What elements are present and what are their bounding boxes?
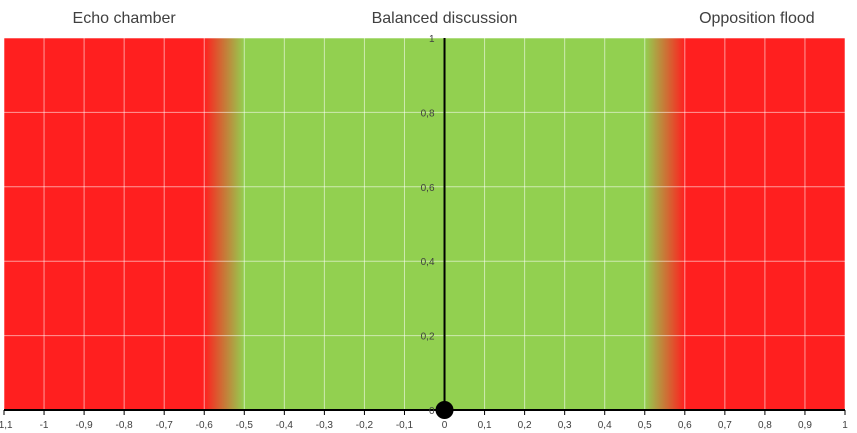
y-tick-label: 0,8 (421, 108, 435, 119)
x-tick-label: -1,1 (0, 420, 13, 431)
axes (3, 38, 846, 415)
plot-background (4, 38, 845, 410)
x-tick-label: 0,7 (718, 420, 732, 431)
region-labels: Echo chamber Balanced discussion Oppositio… (73, 10, 815, 27)
x-tick-label: -0,6 (196, 420, 214, 431)
y-tick-label: 0,4 (421, 257, 435, 268)
y-tick-label: 1 (429, 34, 435, 45)
x-tick-label: 0 (442, 420, 448, 431)
y-tick-label: 0 (429, 406, 435, 417)
x-tick-label: -0,7 (156, 420, 174, 431)
x-tick-label: 0,6 (678, 420, 692, 431)
x-tick-label: -0,1 (396, 420, 414, 431)
x-tick-label: 1 (842, 420, 848, 431)
x-tick-label: 0,4 (598, 420, 612, 431)
region-label: Opposition flood (699, 10, 815, 27)
data-point (435, 401, 454, 419)
region-label: Balanced discussion (372, 10, 518, 27)
y-tick-label: 0,6 (421, 183, 435, 194)
x-tick-label: -1 (40, 420, 49, 431)
x-tick-label: 0,3 (558, 420, 572, 431)
y-tick-labels: 0 0,2 0,4 0,6 0,8 1 (421, 34, 435, 417)
x-tick-labels: -1,1 -1 -0,9 -0,8 -0,7 -0,6 -0,5 -0,4 -0,3 -0,2 -0… (0, 420, 848, 431)
x-tick-label: 0,2 (518, 420, 532, 431)
x-tick-label: -0,5 (236, 420, 254, 431)
x-tick-label: -0,8 (116, 420, 134, 431)
x-tick-label: -0,9 (75, 420, 93, 431)
x-tick-label: -0,3 (316, 420, 334, 431)
x-tick-label: 0,5 (638, 420, 652, 431)
y-tick-label: 0,2 (421, 332, 435, 343)
x-tick-label: 0,1 (478, 420, 492, 431)
x-tick-label: 0,8 (758, 420, 772, 431)
data-points (435, 401, 454, 419)
region-label: Echo chamber (73, 10, 177, 27)
x-tick-label: -0,4 (276, 420, 294, 431)
x-tick-label: 0,9 (798, 420, 812, 431)
x-tick-label: -0,2 (356, 420, 374, 431)
